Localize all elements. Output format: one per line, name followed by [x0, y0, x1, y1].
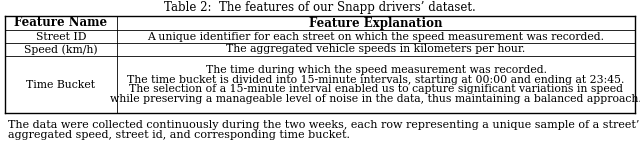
Text: Speed (km/h): Speed (km/h): [24, 44, 98, 55]
Text: Time Bucket: Time Bucket: [26, 79, 95, 89]
Text: The time bucket is divided into 15-minute intervals, starting at 00:00 and endin: The time bucket is divided into 15-minut…: [127, 75, 625, 85]
Text: aggregated speed, street id, and corresponding time bucket.: aggregated speed, street id, and corresp…: [8, 130, 350, 140]
Text: while preserving a manageable level of noise in the data, thus maintaining a bal: while preserving a manageable level of n…: [110, 94, 640, 104]
Text: The aggregated vehicle speeds in kilometers per hour.: The aggregated vehicle speeds in kilomet…: [227, 45, 525, 55]
Text: Street ID: Street ID: [36, 31, 86, 42]
Text: The time during which the speed measurement was recorded.: The time during which the speed measurem…: [205, 65, 547, 75]
Text: Table 2:  The features of our Snapp drivers’ dataset.: Table 2: The features of our Snapp drive…: [164, 1, 476, 15]
Text: Feature Name: Feature Name: [15, 16, 108, 30]
Text: Feature Explanation: Feature Explanation: [309, 16, 443, 30]
Text: A unique identifier for each street on which the speed measurement was recorded.: A unique identifier for each street on w…: [147, 31, 605, 42]
Text: The selection of a 15-minute interval enabled us to capture significant variatio: The selection of a 15-minute interval en…: [129, 84, 623, 94]
Text: The data were collected continuously during the two weeks, each row representing: The data were collected continuously dur…: [8, 120, 640, 130]
